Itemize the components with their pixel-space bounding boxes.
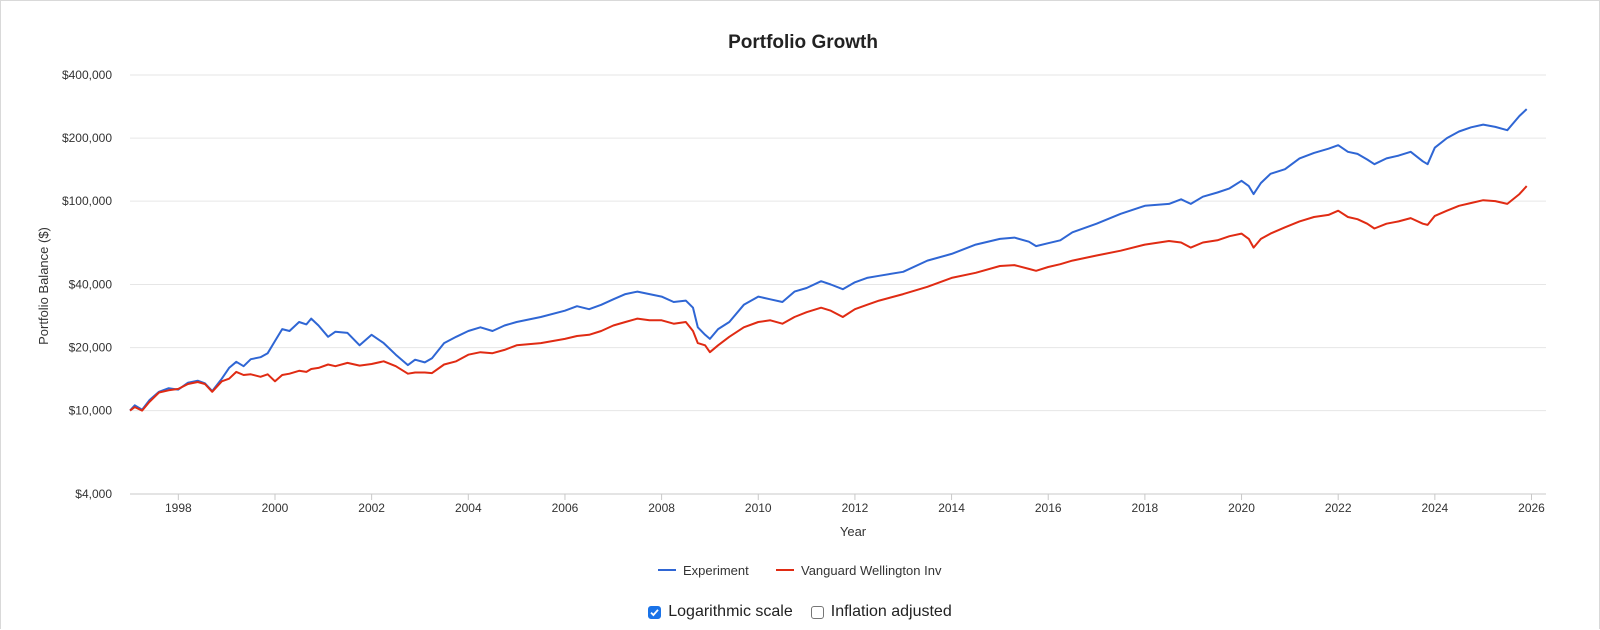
x-tick-label: 2000 [262,501,289,515]
series-line-experiment [129,108,1528,412]
x-tick-label: 2016 [1035,501,1062,515]
x-tick-label: 1998 [165,501,192,515]
inflation-adjusted-option[interactable]: Inflation adjusted [810,603,952,621]
log-scale-option[interactable]: Logarithmic scale [648,603,793,621]
x-tick-label: 2018 [1132,501,1159,515]
series-lines [129,108,1528,412]
x-tick-label: 2014 [938,501,965,515]
y-tick-label: $4,000 [75,487,112,501]
legend-label: Vanguard Wellington Inv [801,563,942,578]
y-axis-ticks: $4,000 $10,000 $20,000 $40,000 $100,000 $200,… [62,68,112,501]
x-axis-title: Year [840,524,867,539]
x-tick-label: 2020 [1228,501,1255,515]
y-tick-label: $200,000 [62,131,112,145]
portfolio-growth-chart: Portfolio Growth $4,000 $10,000 $20,000 $40… [36,32,1546,578]
chart-options: Logarithmic scale Inflation adjusted [0,601,1600,623]
log-scale-checkbox[interactable] [648,605,662,619]
y-tick-label: $10,000 [69,404,113,418]
inflation-adjusted-label: Inflation adjusted [830,603,952,620]
x-tick-label: 2012 [842,501,869,515]
x-tick-label: 2026 [1518,501,1545,515]
y-tick-label: $100,000 [62,194,112,208]
x-tick-label: 2002 [358,501,385,515]
legend: Experiment Vanguard Wellington Inv [658,563,942,578]
log-scale-label: Logarithmic scale [668,603,793,620]
x-tick-label: 2022 [1325,501,1352,515]
x-axis-ticks: 1998 2000 2002 2004 2006 2008 2010 2012 2014 2016… [165,494,1545,515]
legend-label: Experiment [683,563,749,578]
y-tick-label: $40,000 [69,278,113,292]
series-line-vanguard-wellington-inv [129,185,1528,412]
y-tick-label: $20,000 [69,341,113,355]
x-tick-label: 2006 [552,501,579,515]
y-axis-title: Portfolio Balance ($) [36,227,51,345]
gridlines [130,74,1546,412]
inflation-adjusted-checkbox[interactable] [810,605,824,619]
chart-title: Portfolio Growth [728,32,878,53]
y-tick-label: $400,000 [62,68,112,82]
checkmark-icon [650,608,659,616]
x-tick-label: 2004 [455,501,482,515]
x-tick-label: 2024 [1421,501,1448,515]
x-tick-label: 2008 [648,501,675,515]
x-tick-label: 2010 [745,501,772,515]
